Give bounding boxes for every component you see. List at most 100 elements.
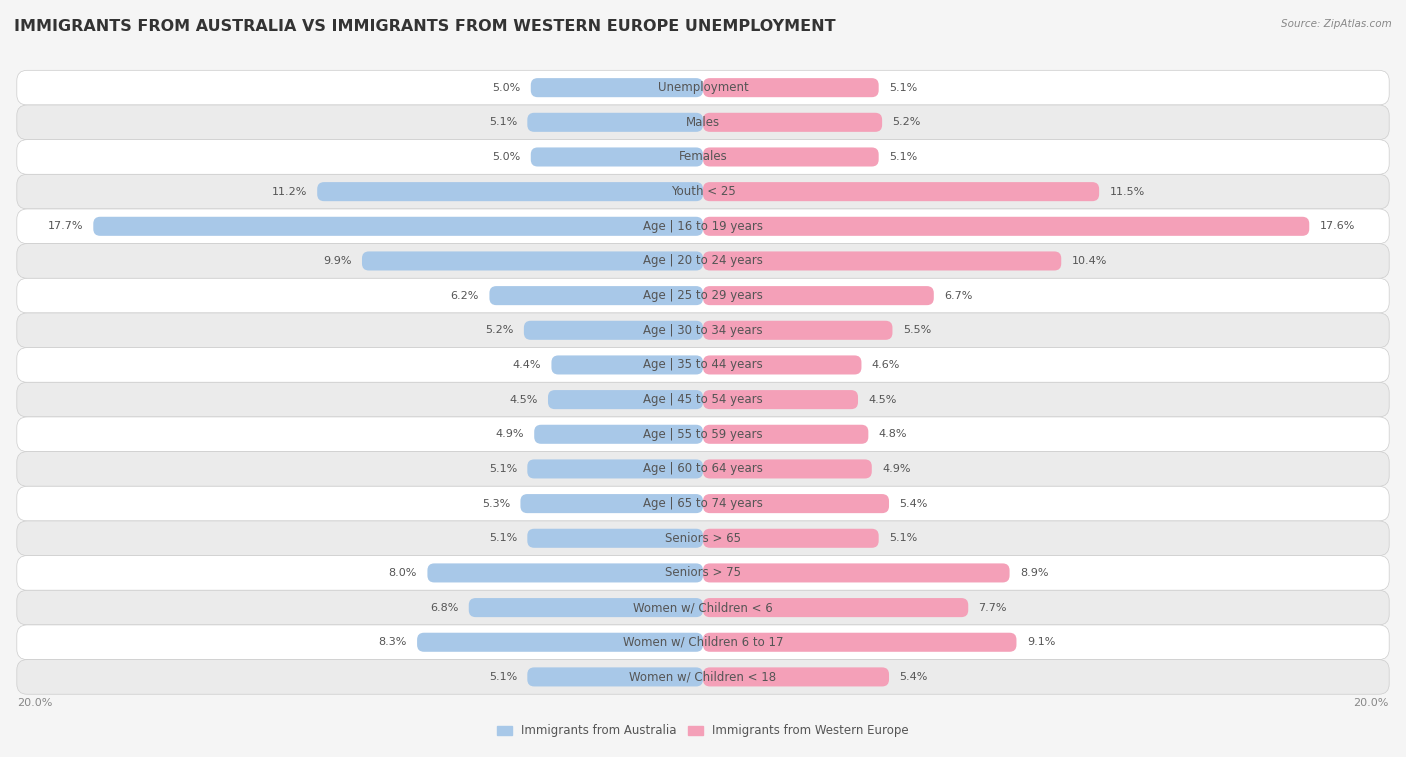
Text: Age | 35 to 44 years: Age | 35 to 44 years xyxy=(643,359,763,372)
FancyBboxPatch shape xyxy=(17,347,1389,382)
Text: Women w/ Children < 18: Women w/ Children < 18 xyxy=(630,671,776,684)
Text: 20.0%: 20.0% xyxy=(1353,698,1389,708)
FancyBboxPatch shape xyxy=(703,668,889,687)
Text: Seniors > 65: Seniors > 65 xyxy=(665,531,741,545)
FancyBboxPatch shape xyxy=(703,459,872,478)
Text: Source: ZipAtlas.com: Source: ZipAtlas.com xyxy=(1281,19,1392,29)
FancyBboxPatch shape xyxy=(524,321,703,340)
Text: 5.1%: 5.1% xyxy=(489,672,517,682)
FancyBboxPatch shape xyxy=(520,494,703,513)
FancyBboxPatch shape xyxy=(427,563,703,582)
Text: 4.5%: 4.5% xyxy=(869,394,897,404)
Text: 9.1%: 9.1% xyxy=(1026,637,1054,647)
Text: Males: Males xyxy=(686,116,720,129)
Text: Age | 55 to 59 years: Age | 55 to 59 years xyxy=(643,428,763,441)
FancyBboxPatch shape xyxy=(489,286,703,305)
FancyBboxPatch shape xyxy=(17,417,1389,452)
Text: Age | 60 to 64 years: Age | 60 to 64 years xyxy=(643,463,763,475)
FancyBboxPatch shape xyxy=(17,625,1389,659)
FancyBboxPatch shape xyxy=(703,633,1017,652)
Text: 6.7%: 6.7% xyxy=(945,291,973,301)
FancyBboxPatch shape xyxy=(17,659,1389,694)
FancyBboxPatch shape xyxy=(527,459,703,478)
FancyBboxPatch shape xyxy=(527,668,703,687)
FancyBboxPatch shape xyxy=(703,390,858,409)
FancyBboxPatch shape xyxy=(361,251,703,270)
Text: 11.2%: 11.2% xyxy=(271,187,307,197)
FancyBboxPatch shape xyxy=(468,598,703,617)
Text: Age | 20 to 24 years: Age | 20 to 24 years xyxy=(643,254,763,267)
FancyBboxPatch shape xyxy=(703,425,869,444)
Text: 8.9%: 8.9% xyxy=(1019,568,1049,578)
Text: Unemployment: Unemployment xyxy=(658,81,748,94)
FancyBboxPatch shape xyxy=(703,494,889,513)
Text: 5.4%: 5.4% xyxy=(900,672,928,682)
FancyBboxPatch shape xyxy=(703,182,1099,201)
Text: Age | 30 to 34 years: Age | 30 to 34 years xyxy=(643,324,763,337)
FancyBboxPatch shape xyxy=(548,390,703,409)
FancyBboxPatch shape xyxy=(17,313,1389,347)
FancyBboxPatch shape xyxy=(17,521,1389,556)
FancyBboxPatch shape xyxy=(17,139,1389,174)
FancyBboxPatch shape xyxy=(318,182,703,201)
FancyBboxPatch shape xyxy=(703,321,893,340)
FancyBboxPatch shape xyxy=(703,78,879,97)
Text: Age | 25 to 29 years: Age | 25 to 29 years xyxy=(643,289,763,302)
FancyBboxPatch shape xyxy=(17,486,1389,521)
FancyBboxPatch shape xyxy=(703,251,1062,270)
FancyBboxPatch shape xyxy=(17,382,1389,417)
Text: 8.3%: 8.3% xyxy=(378,637,406,647)
Text: 4.9%: 4.9% xyxy=(882,464,911,474)
Text: 4.8%: 4.8% xyxy=(879,429,907,439)
Text: 4.9%: 4.9% xyxy=(495,429,524,439)
Text: Age | 45 to 54 years: Age | 45 to 54 years xyxy=(643,393,763,406)
Text: Females: Females xyxy=(679,151,727,164)
Text: Age | 16 to 19 years: Age | 16 to 19 years xyxy=(643,220,763,233)
FancyBboxPatch shape xyxy=(703,148,879,167)
Text: 6.8%: 6.8% xyxy=(430,603,458,612)
Text: 20.0%: 20.0% xyxy=(17,698,53,708)
Legend: Immigrants from Australia, Immigrants from Western Europe: Immigrants from Australia, Immigrants fr… xyxy=(492,719,914,742)
FancyBboxPatch shape xyxy=(551,356,703,375)
Text: 17.6%: 17.6% xyxy=(1320,221,1355,232)
Text: 8.0%: 8.0% xyxy=(388,568,418,578)
Text: Age | 65 to 74 years: Age | 65 to 74 years xyxy=(643,497,763,510)
Text: 10.4%: 10.4% xyxy=(1071,256,1107,266)
Text: 5.1%: 5.1% xyxy=(489,464,517,474)
Text: 5.0%: 5.0% xyxy=(492,83,520,92)
Text: 17.7%: 17.7% xyxy=(48,221,83,232)
FancyBboxPatch shape xyxy=(93,217,703,236)
FancyBboxPatch shape xyxy=(17,244,1389,279)
Text: 5.1%: 5.1% xyxy=(489,533,517,544)
Text: 5.1%: 5.1% xyxy=(489,117,517,127)
FancyBboxPatch shape xyxy=(17,105,1389,139)
Text: 5.2%: 5.2% xyxy=(893,117,921,127)
Text: 5.0%: 5.0% xyxy=(492,152,520,162)
FancyBboxPatch shape xyxy=(17,279,1389,313)
Text: 4.4%: 4.4% xyxy=(513,360,541,370)
Text: 9.9%: 9.9% xyxy=(323,256,352,266)
Text: 6.2%: 6.2% xyxy=(451,291,479,301)
Text: 4.5%: 4.5% xyxy=(509,394,537,404)
Text: 4.6%: 4.6% xyxy=(872,360,900,370)
FancyBboxPatch shape xyxy=(17,590,1389,625)
Text: 11.5%: 11.5% xyxy=(1109,187,1144,197)
Text: 5.1%: 5.1% xyxy=(889,533,917,544)
Text: Seniors > 75: Seniors > 75 xyxy=(665,566,741,579)
FancyBboxPatch shape xyxy=(17,452,1389,486)
FancyBboxPatch shape xyxy=(703,356,862,375)
FancyBboxPatch shape xyxy=(17,209,1389,244)
FancyBboxPatch shape xyxy=(531,148,703,167)
FancyBboxPatch shape xyxy=(703,563,1010,582)
Text: 5.2%: 5.2% xyxy=(485,326,513,335)
Text: 5.1%: 5.1% xyxy=(889,83,917,92)
FancyBboxPatch shape xyxy=(17,556,1389,590)
FancyBboxPatch shape xyxy=(703,286,934,305)
FancyBboxPatch shape xyxy=(703,217,1309,236)
Text: Women w/ Children 6 to 17: Women w/ Children 6 to 17 xyxy=(623,636,783,649)
FancyBboxPatch shape xyxy=(17,70,1389,105)
FancyBboxPatch shape xyxy=(703,113,882,132)
FancyBboxPatch shape xyxy=(703,528,879,548)
FancyBboxPatch shape xyxy=(534,425,703,444)
FancyBboxPatch shape xyxy=(703,598,969,617)
